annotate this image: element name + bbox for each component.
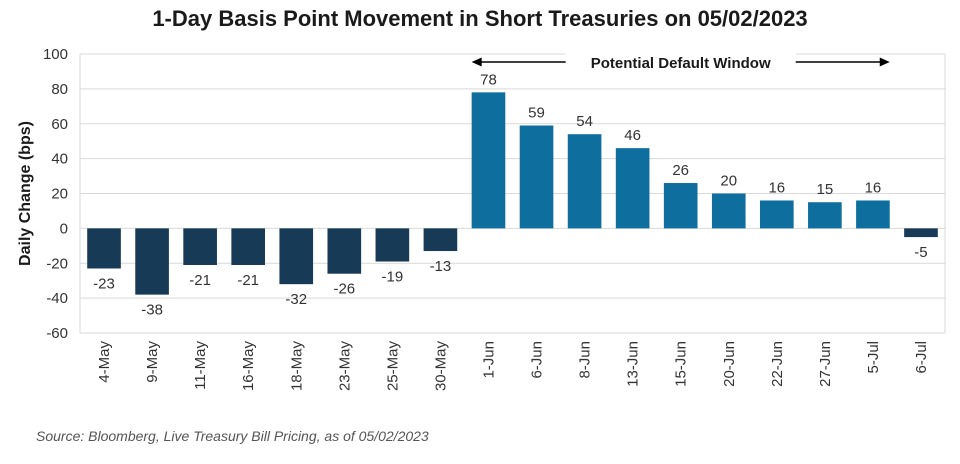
bar-1-Jun bbox=[471, 92, 506, 229]
x-tick-label: 11-May bbox=[192, 341, 209, 390]
bar-18-May bbox=[279, 228, 314, 285]
x-tick-label: 13-Jun bbox=[625, 341, 642, 387]
bar-9-May bbox=[135, 228, 169, 295]
bar-27-Jun bbox=[808, 202, 842, 229]
data-label: -26 bbox=[333, 281, 355, 298]
y-tick-label: -60 bbox=[46, 325, 68, 342]
bar-4-May bbox=[87, 228, 121, 269]
x-tick-label: 6-Jul bbox=[913, 341, 930, 374]
data-label: -23 bbox=[93, 275, 115, 292]
y-tick-label: 20 bbox=[51, 186, 68, 203]
data-label: 59 bbox=[528, 104, 545, 121]
annotation-label: Potential Default Window bbox=[591, 55, 771, 72]
x-tick-label: 20-Jun bbox=[721, 341, 738, 387]
data-label: -19 bbox=[382, 269, 404, 286]
x-tick-label: 25-May bbox=[384, 341, 401, 392]
data-label: -13 bbox=[430, 258, 452, 275]
bar-25-May bbox=[375, 228, 410, 262]
bar-23-May bbox=[327, 228, 362, 274]
source-note: Source: Bloomberg, Live Treasury Bill Pr… bbox=[36, 428, 429, 444]
bar-30-May bbox=[423, 228, 458, 252]
x-tick-label: 30-May bbox=[432, 341, 449, 392]
y-tick-label: -20 bbox=[46, 255, 68, 272]
annotation-arrowhead-right bbox=[879, 57, 890, 67]
x-tick-label: 8-Jun bbox=[577, 341, 594, 379]
y-tick-label: -40 bbox=[46, 290, 68, 307]
x-tick-label: 27-Jun bbox=[817, 341, 834, 387]
annotation-arrowhead-left bbox=[471, 57, 482, 67]
data-label: -21 bbox=[189, 272, 211, 289]
x-tick-label: 16-May bbox=[240, 341, 257, 392]
data-label: 46 bbox=[624, 127, 641, 144]
x-tick-label: 22-Jun bbox=[769, 341, 786, 387]
y-tick-label: 0 bbox=[60, 220, 68, 237]
x-tick-label: 9-May bbox=[144, 341, 161, 383]
data-label: 16 bbox=[768, 179, 785, 196]
bar-22-Jun bbox=[759, 200, 794, 229]
data-label: 16 bbox=[865, 179, 882, 196]
bar-6-Jul bbox=[904, 228, 938, 238]
data-label: -21 bbox=[237, 272, 259, 289]
data-label: 54 bbox=[576, 113, 593, 130]
data-label: -5 bbox=[914, 244, 927, 261]
x-tick-label: 15-Jun bbox=[673, 341, 690, 387]
bar-13-Jun bbox=[615, 148, 650, 229]
bar-6-Jun bbox=[519, 125, 554, 229]
data-label: 15 bbox=[817, 181, 834, 198]
x-tick-label: 18-May bbox=[288, 341, 305, 392]
bar-5-Jul bbox=[856, 200, 890, 229]
bar-16-May bbox=[231, 228, 266, 265]
bar-11-May bbox=[183, 228, 217, 265]
x-tick-label: 5-Jul bbox=[865, 341, 882, 374]
y-axis-title: Daily Change (bps) bbox=[17, 121, 34, 266]
y-tick-label: 40 bbox=[51, 151, 68, 168]
x-tick-label: 4-May bbox=[96, 341, 113, 383]
y-tick-label: 80 bbox=[51, 81, 68, 98]
x-tick-label: 1-Jun bbox=[480, 341, 497, 379]
y-tick-label: 100 bbox=[43, 46, 68, 63]
annotation-label-bg bbox=[565, 51, 796, 73]
data-label: 20 bbox=[720, 173, 737, 190]
chart-title: 1-Day Basis Point Movement in Short Trea… bbox=[152, 6, 808, 31]
data-label: 26 bbox=[672, 162, 689, 179]
x-tick-label: 23-May bbox=[336, 341, 353, 392]
y-tick-label: 60 bbox=[51, 116, 68, 133]
bar-20-Jun bbox=[711, 193, 746, 229]
x-tick-label: 6-Jun bbox=[529, 341, 546, 379]
bar-8-Jun bbox=[567, 134, 602, 229]
data-label: 78 bbox=[480, 71, 497, 88]
data-label: -38 bbox=[141, 302, 163, 319]
bar-15-Jun bbox=[663, 183, 698, 229]
data-label: -32 bbox=[285, 291, 307, 308]
